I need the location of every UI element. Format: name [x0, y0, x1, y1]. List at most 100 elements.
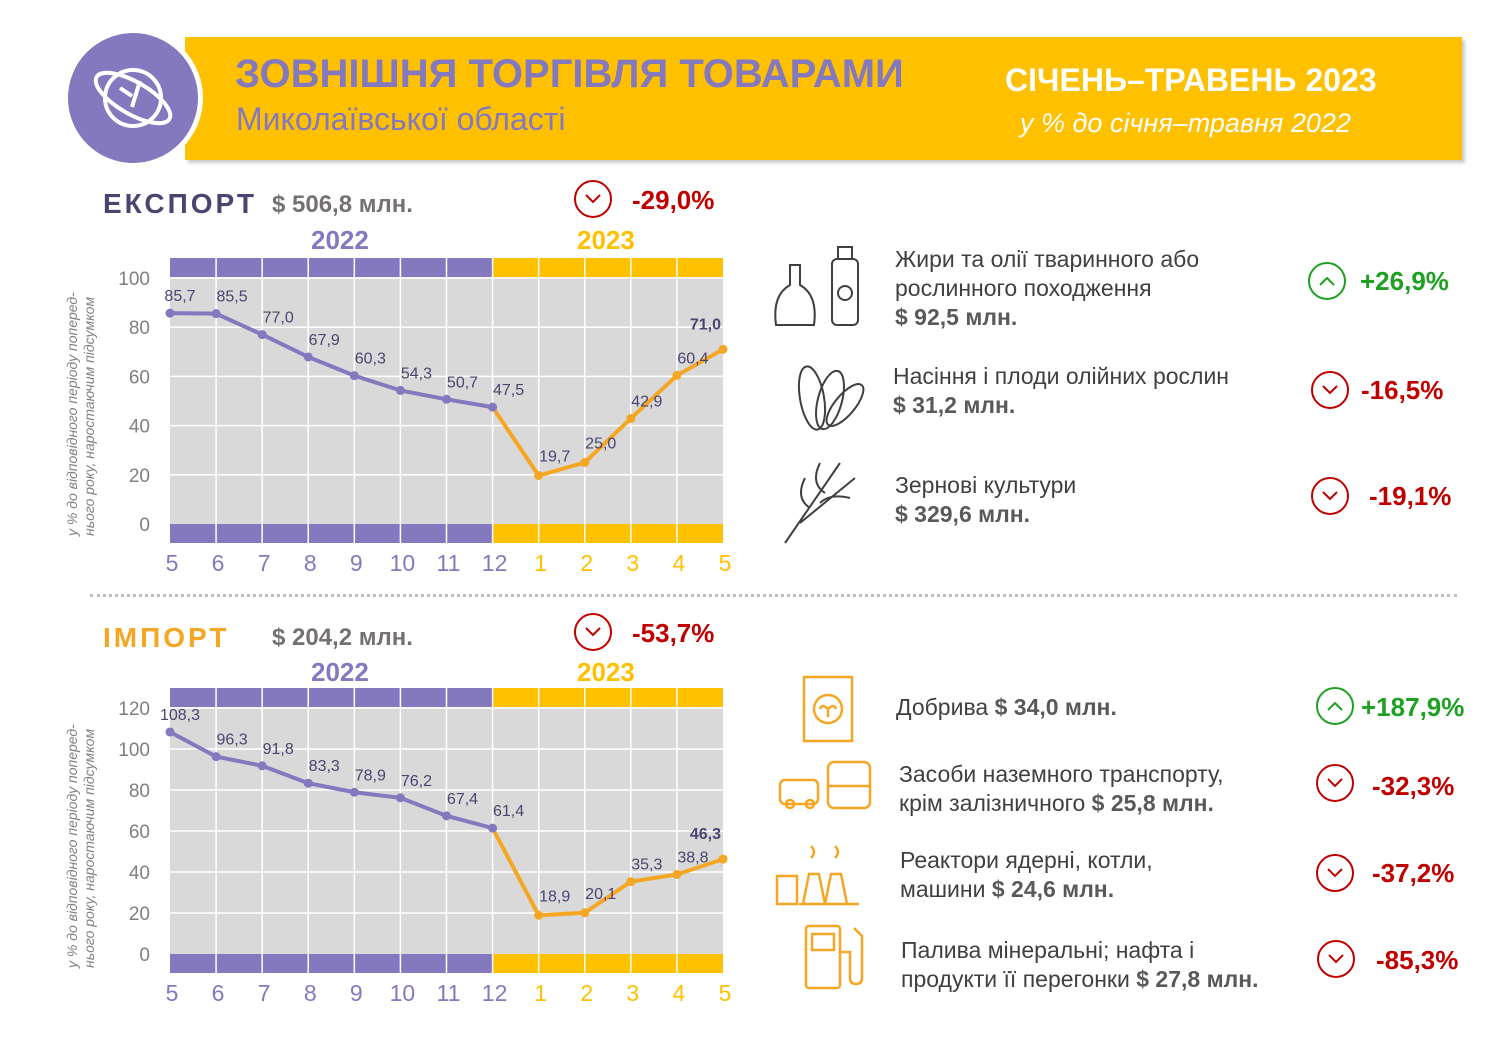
data-label: 108,3 [160, 707, 200, 724]
y-tick-label: 40 [129, 417, 150, 438]
y-tick-label: 20 [129, 904, 150, 925]
import-item-change: -37,2% [1372, 858, 1455, 888]
data-label: 76,2 [401, 773, 432, 790]
data-label: 96,3 [217, 732, 248, 749]
data-point [303, 352, 313, 362]
reactor-icon [775, 842, 865, 912]
wheat-icon [780, 448, 865, 553]
x-tick-label: 3 [626, 550, 639, 576]
x-tick-label: 5 [166, 550, 179, 576]
import-label: ІМПОРТ [103, 622, 230, 653]
data-label: 85,7 [164, 288, 195, 305]
y-axis-label: у % до відповідного періоду поперед-ньог… [64, 724, 97, 968]
x-tick-label: 2 [580, 980, 593, 1006]
x-tick-label: 7 [258, 550, 271, 576]
data-label: 50,7 [447, 374, 478, 391]
data-point [349, 371, 359, 381]
data-point [488, 402, 498, 412]
band-2023 [492, 688, 723, 707]
data-label: 67,4 [447, 791, 478, 808]
y-tick-label: 0 [139, 515, 150, 536]
data-label: 42,9 [631, 393, 662, 410]
export-amount: $ 506,8 млн. [272, 191, 413, 218]
data-label: 61,4 [493, 803, 524, 820]
chevron-down-icon [1316, 854, 1354, 892]
band-2022 [170, 258, 493, 277]
band-2022 [170, 688, 493, 707]
fertilizer-bag-icon [798, 673, 858, 750]
x-tick-label: 8 [304, 980, 317, 1006]
export-item-change: +26,9% [1360, 266, 1449, 296]
data-label: 83,3 [309, 758, 340, 775]
export-item-name: Жири та олії тваринного або рослинного по… [895, 246, 1200, 330]
data-point [718, 344, 728, 354]
data-point [257, 330, 267, 340]
series-line-2023 [490, 827, 724, 918]
x-tick-label: 12 [482, 550, 508, 576]
data-point [349, 787, 359, 797]
fuel-pump-icon [800, 922, 875, 997]
series-line-2022 [169, 730, 494, 831]
import-item-name: Добрива $ 34,0 млн. [896, 694, 1117, 720]
data-point [718, 854, 728, 864]
band-2023 [492, 954, 723, 973]
data-point [395, 385, 405, 395]
export-item-change: -19,1% [1369, 481, 1452, 511]
data-label: 77,0 [263, 310, 294, 327]
data-label: 91,8 [263, 741, 294, 758]
data-point [580, 458, 590, 467]
export-chart: 0 20 40 60 80 100 85,7 5 85,5 6 77,0 7 67,9 8 60,3 9 54,… [118, 258, 732, 576]
y-tick-label: 40 [129, 863, 150, 884]
data-label: 35,3 [631, 857, 662, 874]
data-point [442, 394, 451, 404]
x-tick-label: 6 [212, 980, 225, 1006]
x-tick-label: 4 [673, 980, 686, 1006]
band-2022 [170, 954, 493, 973]
series-line-2022 [169, 311, 493, 410]
x-tick-label: 2 [580, 550, 593, 576]
import-item-name: Засоби наземного транспорту, крім залізни… [899, 761, 1224, 816]
x-tick-label: 12 [482, 980, 508, 1006]
chevron-up-icon [1308, 262, 1346, 300]
x-tick-label: 6 [212, 550, 225, 576]
import-amount: $ 204,2 млн. [272, 624, 413, 651]
data-label: 85,5 [217, 289, 248, 306]
export-label: ЕКСПОРТ [103, 188, 257, 219]
x-tick-label: 5 [719, 550, 732, 576]
y-tick-label: 60 [129, 822, 150, 843]
data-label: 78,9 [355, 767, 386, 784]
year-2023-label: 2023 [577, 657, 635, 687]
header-banner [185, 37, 1462, 160]
import-item-change: +187,9% [1361, 692, 1465, 722]
y-tick-label: 80 [129, 318, 150, 339]
band-2023 [492, 524, 723, 543]
data-label: 25,0 [585, 436, 616, 453]
data-point [534, 910, 544, 920]
data-point [257, 761, 267, 771]
data-label: 47,5 [493, 382, 524, 399]
page-title: ЗОВНІШНЯ ТОРГІВЛЯ ТОВАРАМИ [235, 52, 904, 96]
x-tick-label: 7 [258, 980, 271, 1006]
data-point [626, 877, 636, 887]
sunflower-seeds-icon [790, 360, 865, 440]
x-tick-label: 11 [437, 980, 461, 1006]
chevron-down-icon [574, 180, 612, 218]
data-point [626, 413, 636, 423]
x-tick-label: 1 [534, 550, 547, 576]
export-item-name: Зернові культури $ 329,6 млн. [895, 472, 1077, 527]
x-tick-label: 8 [304, 550, 317, 576]
y-axis-label: у % до відповідного періоду поперед-ньог… [64, 292, 97, 536]
import-chart: 0 20 40 60 80 100 120 108,3 5 96,3 6 91,8 7 83,3 8 78,9… [118, 688, 731, 1006]
data-label: 38,8 [677, 849, 708, 866]
chevron-down-icon [1317, 940, 1355, 978]
x-tick-label: 3 [626, 980, 639, 1006]
chevron-down-icon [1311, 371, 1349, 409]
y-tick-label: 80 [129, 781, 150, 802]
period-subtitle: у % до січня–травня 2022 [1020, 108, 1351, 138]
period-title: СІЧЕНЬ–ТРАВЕНЬ 2023 [1005, 62, 1377, 98]
page-subtitle: Миколаївської області [236, 101, 566, 137]
y-tick-label: 0 [139, 945, 150, 966]
export-item-change: -16,5% [1361, 375, 1444, 405]
year-2022-label: 2022 [311, 225, 369, 255]
data-label: 67,9 [309, 332, 340, 349]
